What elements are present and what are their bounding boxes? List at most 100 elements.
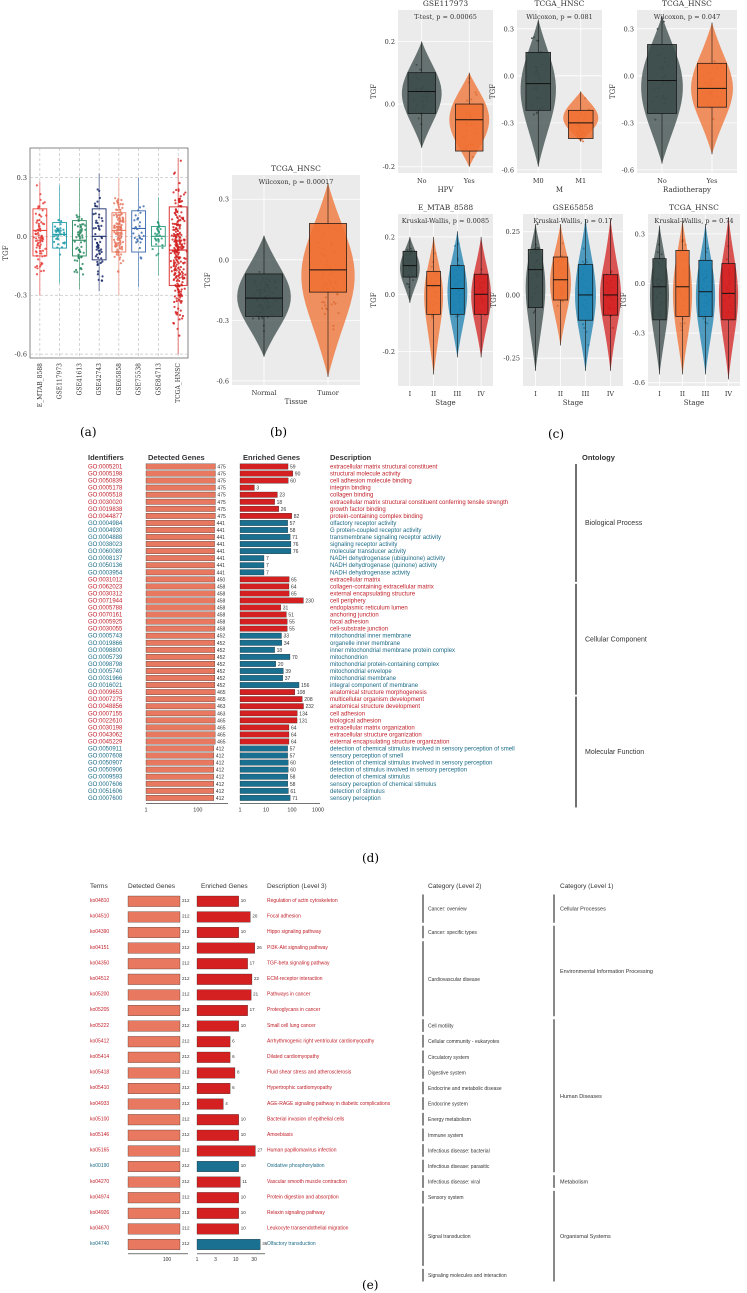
data-point [321, 307, 324, 310]
go-identifier: GO:0004930 [88, 528, 123, 534]
data-point [115, 213, 118, 216]
kegg-identifier: ko04350 [90, 960, 109, 966]
box [450, 265, 465, 315]
data-point [336, 293, 339, 296]
go-description: extracellular structure organization [330, 732, 422, 738]
detected-bar [145, 562, 215, 569]
detected-bar [127, 1129, 181, 1141]
box [91, 208, 107, 261]
data-point [38, 247, 41, 250]
kegg-identifier: ko04926 [90, 1210, 109, 1216]
data-point [73, 240, 76, 243]
y-tick-label: 0.0 [624, 72, 634, 80]
data-point [178, 232, 181, 235]
enriched-value: 20 [278, 662, 284, 668]
x-tick-label: 100 [163, 1257, 172, 1263]
go-identifier: GO:0007600 [88, 796, 123, 802]
x-tick-label: GSE84713 [155, 363, 162, 396]
detected-value: 475 [217, 479, 226, 485]
y-tick-label: -0.6 [632, 379, 645, 387]
data-point [533, 36, 536, 39]
data-point [471, 155, 474, 158]
detected-value: 441 [217, 521, 226, 527]
data-point [582, 140, 585, 143]
data-point [95, 219, 98, 222]
data-point [257, 316, 260, 319]
data-point [81, 262, 84, 266]
x-tick-label: 1 [144, 807, 147, 813]
y-tick-label: 0.2 [385, 38, 395, 46]
enriched-bar [196, 895, 239, 907]
data-point [169, 244, 172, 247]
data-point [62, 241, 65, 245]
data-point [159, 227, 162, 231]
data-point [119, 247, 122, 250]
kegg-description: Olfactory transduction [267, 1241, 316, 1247]
x-tick-label: I [409, 390, 412, 398]
kegg-identifier: ko05412 [90, 1038, 109, 1044]
data-point [662, 20, 665, 23]
data-point [119, 239, 122, 243]
x-tick-label: 100 [193, 807, 202, 813]
enriched-value: 156 [301, 683, 310, 689]
data-point [180, 301, 183, 304]
detected-bar [145, 745, 214, 752]
data-point [582, 323, 585, 326]
kegg-description: TGF-beta signaling pathway [267, 960, 330, 966]
detected-bar [145, 675, 216, 681]
data-point [172, 322, 176, 325]
data-point [154, 238, 157, 241]
stat-annotation: Wilcoxon, p = 0.047 [654, 13, 721, 21]
detected-bar [145, 625, 216, 632]
enriched-value: 10 [241, 1226, 247, 1231]
data-point [406, 248, 409, 251]
data-point [96, 200, 99, 203]
enriched-bar [239, 759, 289, 766]
detected-bar [145, 696, 216, 703]
kegg-description: Leukocyte transendothelial migration [267, 1226, 349, 1232]
data-point [174, 208, 178, 211]
data-point [174, 227, 177, 230]
enriched-bar [239, 463, 289, 470]
enriched-bar [239, 717, 298, 724]
enriched-bar [196, 1020, 239, 1032]
enriched-value: 131 [299, 718, 308, 724]
detected-value: 475 [217, 486, 226, 492]
column-header: Terms [90, 883, 108, 890]
go-description: integral component of membrane [330, 683, 419, 689]
data-point [78, 235, 81, 238]
data-point [113, 255, 116, 258]
detected-value: 412 [216, 796, 225, 802]
enriched-value: 39 [285, 669, 291, 675]
data-point [184, 273, 187, 276]
detected-bar [145, 738, 216, 745]
data-point [81, 273, 85, 276]
data-point [178, 318, 181, 321]
data-point [79, 226, 82, 229]
data-point [96, 242, 99, 245]
go-identifier: GO:0050136 [88, 563, 123, 569]
enriched-bar [239, 654, 291, 660]
data-point [37, 222, 40, 225]
detected-value: 465 [217, 732, 226, 738]
detected-value: 475 [217, 500, 226, 506]
data-point [172, 226, 175, 229]
detected-value: 441 [217, 556, 226, 562]
x-tick-label: No [657, 177, 667, 185]
box [52, 222, 67, 249]
data-point [117, 213, 120, 217]
data-point [41, 249, 45, 252]
detected-bar [145, 703, 216, 710]
data-point [178, 219, 181, 222]
enriched-bar [196, 911, 251, 923]
x-tick-label: M0 [533, 177, 544, 185]
kegg-description: Regulation of actin cytoskeleton [267, 898, 338, 904]
enriched-bar [196, 1239, 261, 1250]
detected-bar [127, 1020, 181, 1032]
column-header: Enriched Genes [201, 883, 248, 890]
detected-bar [145, 491, 216, 498]
detected-value: 412 [216, 789, 225, 795]
kegg-description: Vascular smooth muscle contraction [267, 1179, 347, 1185]
go-description: anatomical structure morphogenesis [330, 690, 427, 696]
x-axis-label: M [556, 186, 563, 194]
